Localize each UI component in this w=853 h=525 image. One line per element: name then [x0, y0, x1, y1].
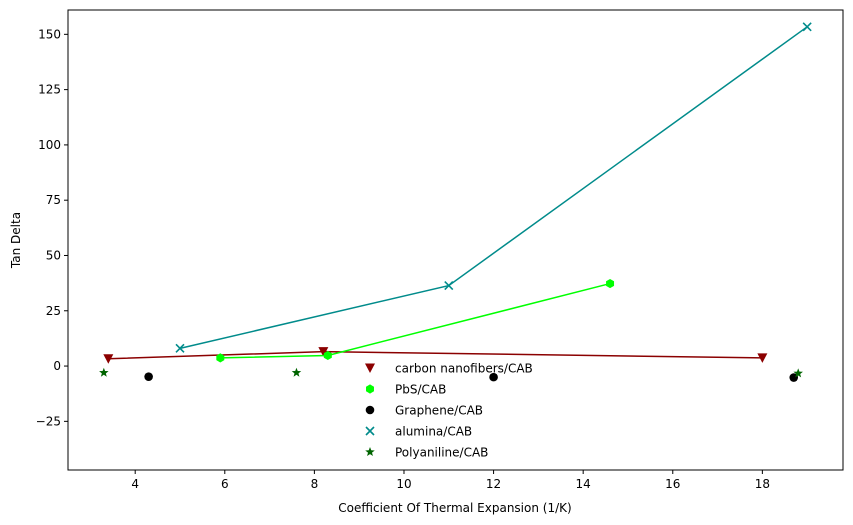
data-point-3-2 — [802, 22, 812, 32]
axis-layer: 4 6 8 10 12 14 16 18 −25 0 25 50 75 100 125 150 — [36, 27, 770, 491]
data-point-0-0 — [103, 354, 114, 364]
y-tick-label-7: 150 — [38, 27, 61, 41]
series-layer — [99, 22, 812, 382]
data-point-3-1 — [444, 280, 454, 291]
x-tick-label-1: 6 — [221, 477, 229, 491]
data-point-3-0 — [175, 343, 185, 353]
legend-label-3: alumina/CAB — [395, 425, 472, 439]
data-point-2-0 — [144, 372, 153, 381]
y-tick-label-2: 25 — [46, 304, 61, 318]
x-tick-label-4: 12 — [486, 477, 501, 491]
x-tick-label-6: 16 — [665, 477, 680, 491]
x-tick-label-5: 14 — [576, 477, 591, 491]
legend-label-1: PbS/CAB — [395, 383, 446, 397]
y-tick-label-4: 75 — [46, 193, 61, 207]
legend-label-4: Polyaniline/CAB — [395, 446, 488, 460]
x-tick-label-2: 8 — [311, 477, 319, 491]
legend-marker-3 — [365, 426, 375, 436]
x-tick-label-3: 10 — [396, 477, 411, 491]
legend-marker-4 — [365, 447, 375, 457]
data-point-4-1 — [291, 367, 302, 377]
y-tick-label-1: 0 — [53, 359, 61, 373]
y-tick-label-3: 50 — [46, 248, 61, 262]
plot-area — [67, 9, 844, 471]
legend: carbon nanofibers/CAB PbS/CAB Graphene/CAB… — [365, 362, 533, 460]
data-point-1-1 — [323, 350, 332, 361]
x-tick-label-0: 4 — [131, 477, 139, 491]
legend-marker-1 — [366, 384, 374, 394]
data-point-0-1 — [318, 347, 329, 357]
legend-marker-0 — [365, 363, 375, 373]
legend-label-2: Graphene/CAB — [395, 404, 483, 418]
x-axis-label: Coefficient Of Thermal Expansion (1/K) — [338, 501, 571, 515]
data-point-2-1 — [489, 372, 498, 382]
data-point-4-2 — [793, 368, 803, 378]
y-tick-label-0: −25 — [36, 414, 61, 428]
legend-label-0: carbon nanofibers/CAB — [395, 362, 533, 376]
y-tick-label-5: 100 — [38, 138, 61, 152]
y-axis-label: Tan Delta — [9, 212, 23, 269]
data-point-4-0 — [99, 367, 109, 377]
data-point-0-2 — [757, 353, 768, 363]
x-tick-label-7: 18 — [755, 477, 770, 491]
data-point-1-0 — [216, 353, 225, 363]
y-tick-label-6: 125 — [38, 83, 61, 97]
legend-marker-2 — [365, 405, 375, 415]
data-point-1-2 — [606, 278, 615, 289]
